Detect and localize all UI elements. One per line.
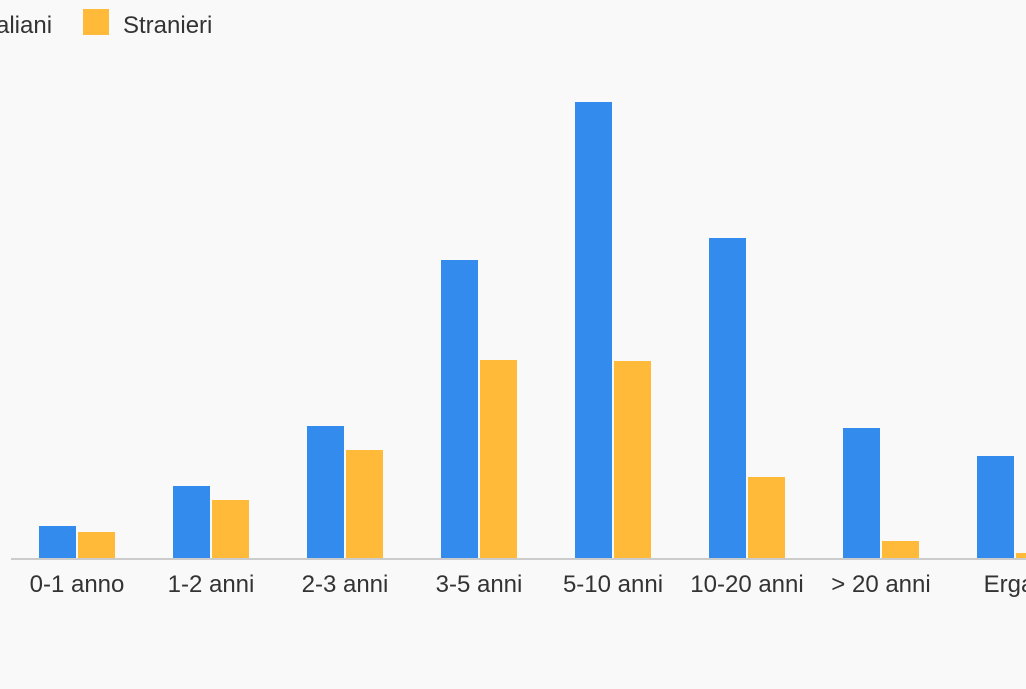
legend-label-italiani: aliani [0,12,52,39]
x-tick-label-4: 5-10 anni [563,571,663,598]
bar-series1-0 [39,526,76,558]
x-tick-label-2: 2-3 anni [302,571,389,598]
bar-series1-2 [307,426,344,558]
x-tick-label-5: 10-20 anni [690,571,803,598]
x-axis-tick-labels: 0-1 anno 1-2 anni 2-3 anni 3-5 anni 5-10 ann… [30,571,1026,598]
bars [39,102,1026,558]
x-tick-label-7: Ergas [984,571,1026,598]
bar-series2-0 [78,532,115,558]
legend: aliani Stranieri [0,9,212,39]
bar-series2-7 [1016,553,1026,558]
legend-label-stranieri: Stranieri [123,12,212,39]
bar-series2-5 [748,477,785,558]
x-tick-label-0: 0-1 anno [30,571,125,598]
bar-series2-3 [480,360,517,558]
bar-series2-2 [346,450,383,558]
bar-series2-1 [212,500,249,558]
bar-series1-7 [977,456,1014,558]
bar-series1-4 [575,102,612,558]
x-tick-label-6: > 20 anni [831,571,930,598]
bar-series1-3 [441,260,478,558]
bar-series2-4 [614,361,651,558]
x-tick-label-1: 1-2 anni [168,571,255,598]
bar-series1-1 [173,486,210,558]
legend-swatch-stranieri [83,9,109,35]
x-tick-label-3: 3-5 anni [436,571,523,598]
bar-series1-6 [843,428,880,558]
bar-series2-6 [882,541,919,558]
bar-series1-5 [709,238,746,558]
